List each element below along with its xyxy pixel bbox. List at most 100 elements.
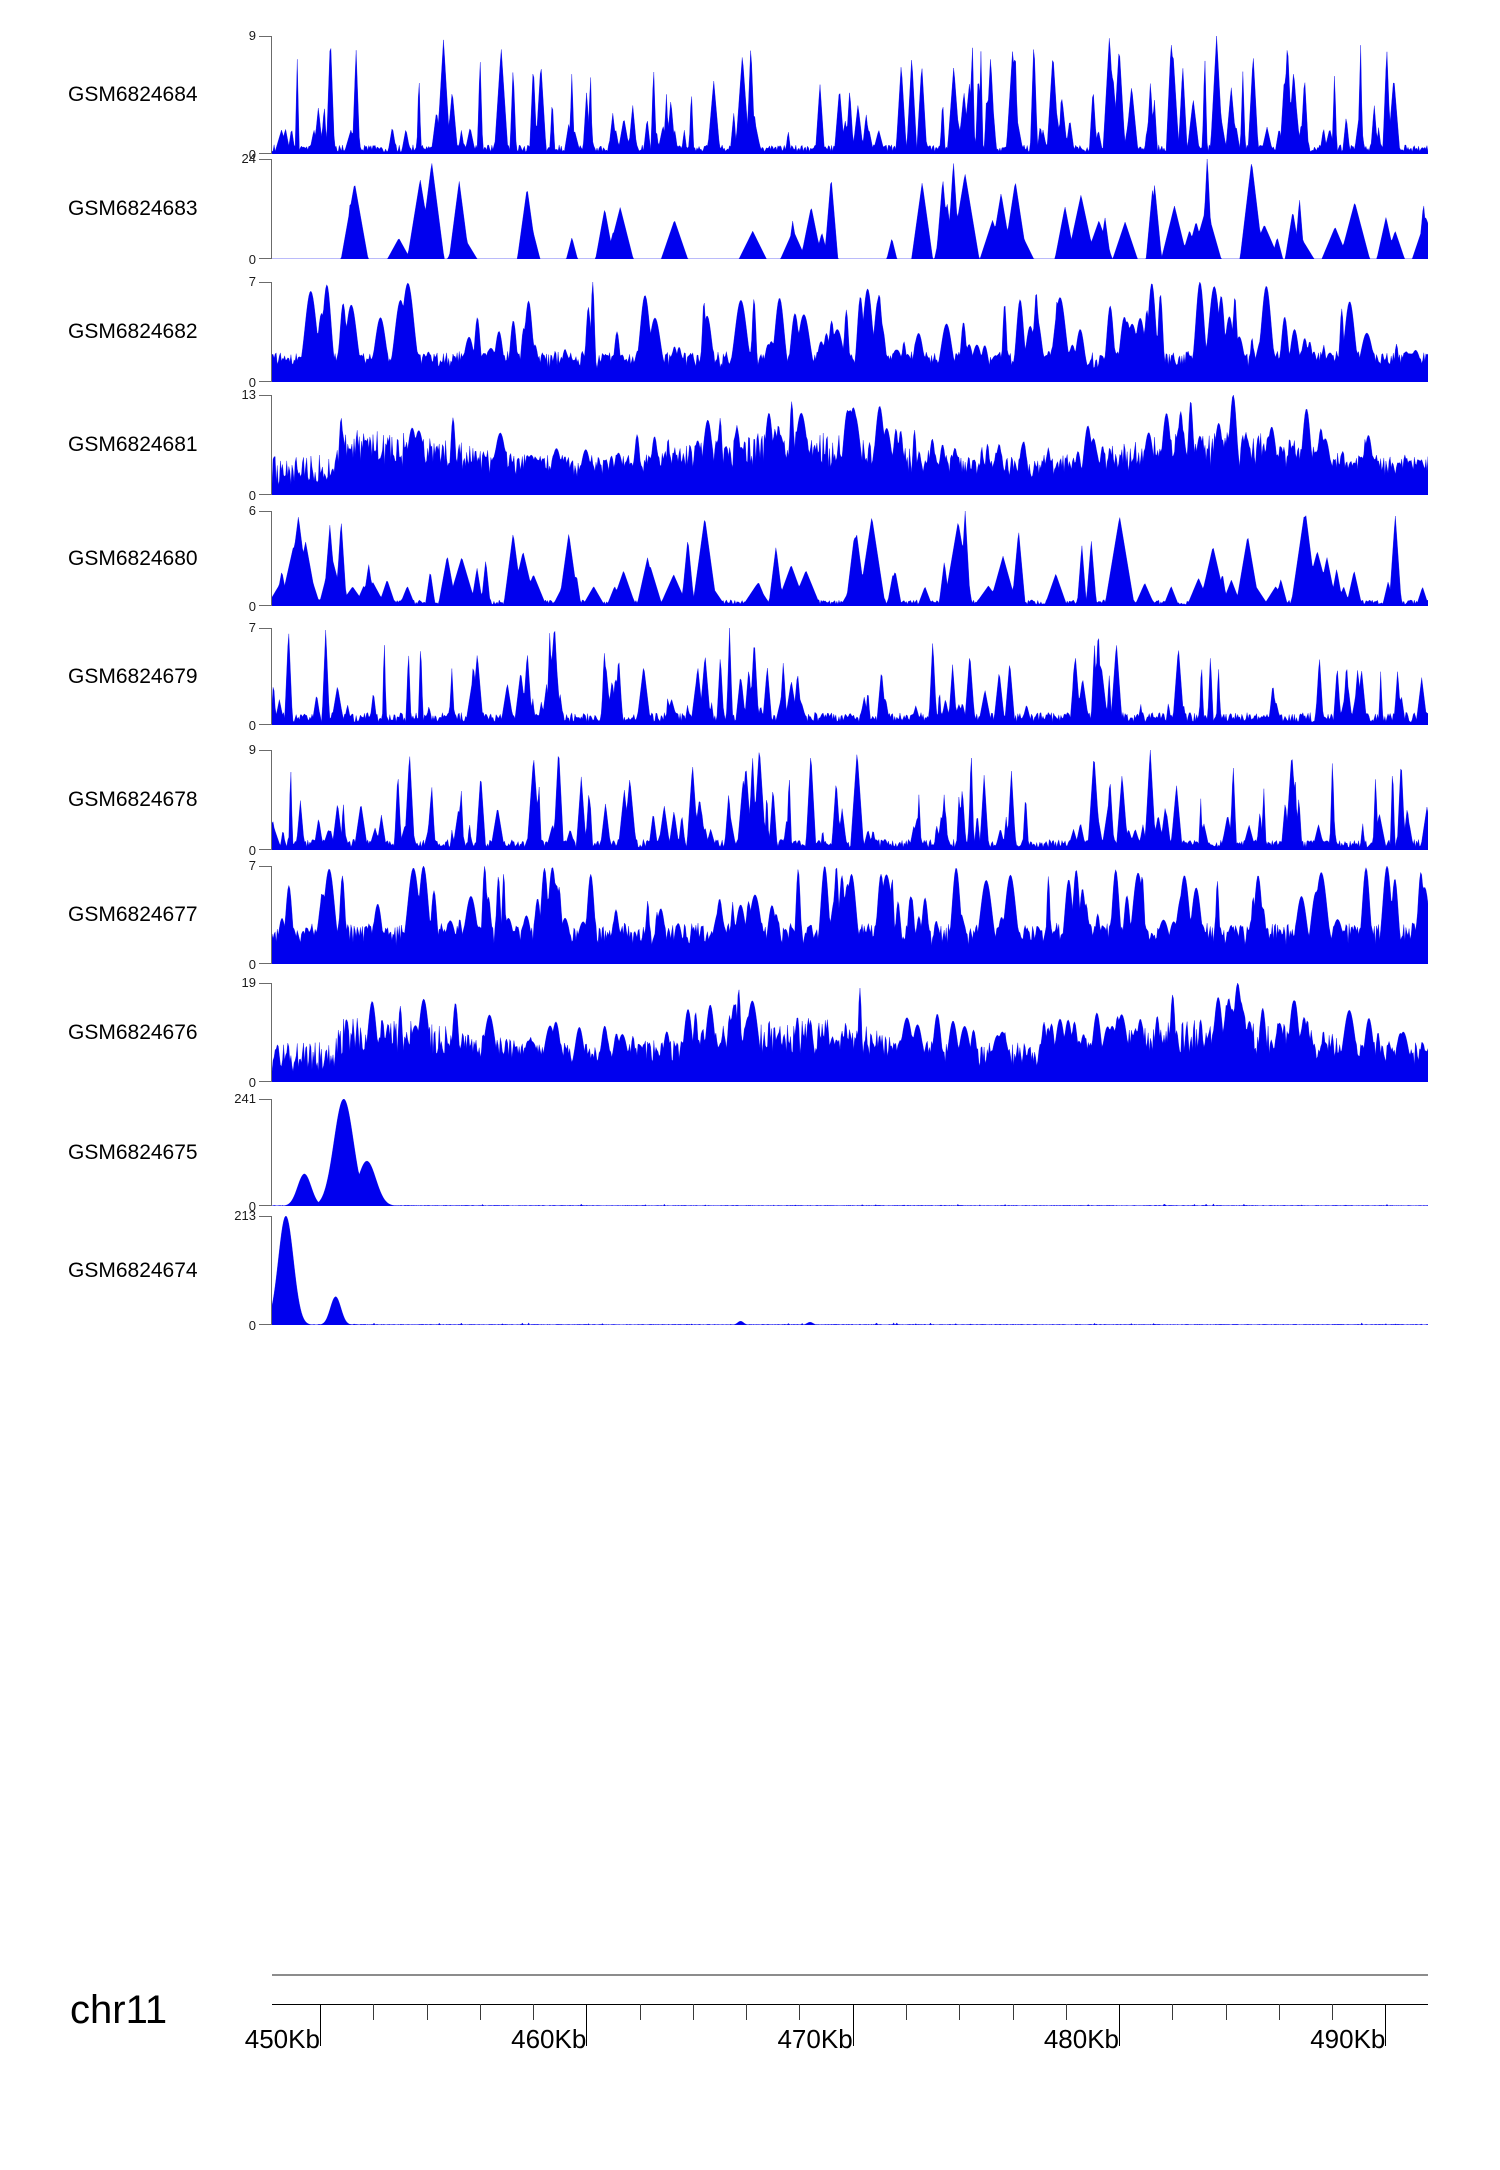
ruler-tick-label: 470Kb [777, 2024, 853, 2054]
y-axis-min-tick [259, 1205, 272, 1206]
coverage-plot[interactable] [272, 1216, 1428, 1325]
y-axis-min-label: 0 [248, 599, 256, 614]
ruler-minor-tick [799, 2004, 801, 2020]
y-axis-line [271, 1099, 272, 1206]
coverage-area-path [272, 395, 1428, 495]
coverage-area-path [272, 750, 1428, 850]
y-axis-line [271, 866, 272, 964]
ruler-minor-tick [1172, 2004, 1174, 2020]
y-axis-line [271, 159, 272, 259]
y-axis-max-label: 241 [234, 1091, 256, 1106]
y-axis-max-label: 7 [248, 858, 256, 873]
coverage-track[interactable]: GSM6824678 9 0 [0, 742, 1500, 858]
track-y-axis: 13 0 [205, 388, 272, 502]
y-axis-min-label: 0 [248, 1318, 256, 1333]
coverage-area-svg [272, 511, 1428, 606]
coverage-track[interactable]: GSM6824676 19 0 [0, 975, 1500, 1090]
ruler-tick-label: 450Kb [244, 2024, 320, 2054]
y-axis-max-tick [259, 628, 272, 629]
y-axis-max-label: 24 [241, 151, 256, 166]
coverage-track[interactable]: GSM6824674 213 0 [0, 1208, 1500, 1333]
track-label: GSM6824681 [68, 433, 198, 456]
coverage-track[interactable]: GSM6824682 7 0 [0, 274, 1500, 390]
coverage-area-path [272, 1099, 1428, 1206]
y-axis-max-label: 13 [241, 387, 256, 402]
coverage-area-svg [272, 750, 1428, 850]
coverage-track[interactable]: GSM6824679 7 0 [0, 620, 1500, 733]
coverage-track[interactable]: GSM6824681 13 0 [0, 387, 1500, 503]
coverage-area-svg [272, 1099, 1428, 1206]
y-axis-max-label: 213 [234, 1208, 256, 1223]
y-axis-max-tick [259, 395, 272, 396]
coverage-area-svg [272, 628, 1428, 725]
ruler-major-tick [586, 2004, 588, 2046]
coverage-plot[interactable] [272, 628, 1428, 725]
track-label: GSM6824678 [68, 788, 198, 811]
coverage-plot[interactable] [272, 36, 1428, 154]
y-axis-max-tick [259, 1216, 272, 1217]
coverage-area-svg [272, 36, 1428, 154]
ruler-tick-label: 480Kb [1043, 2024, 1120, 2054]
coverage-plot[interactable] [272, 159, 1428, 259]
track-label: GSM6824680 [68, 546, 198, 570]
coverage-plot[interactable] [272, 511, 1428, 606]
coverage-plot[interactable] [272, 395, 1428, 495]
ruler-tick-label: 460Kb [511, 2024, 587, 2054]
coverage-area-svg [272, 983, 1428, 1082]
ruler-major-tick [1119, 2004, 1120, 2046]
track-label-cell: GSM6824682 [0, 274, 205, 390]
ruler-minor-tick [533, 2004, 534, 2020]
ruler-minor-tick [692, 2004, 694, 2020]
track-label-cell: GSM6824676 [0, 975, 205, 1090]
y-axis-line [271, 36, 272, 154]
coverage-plot[interactable] [272, 1099, 1428, 1206]
coverage-area-svg [272, 866, 1428, 964]
coverage-area-path [272, 282, 1428, 382]
y-axis-min-label: 0 [248, 718, 256, 733]
y-axis-max-label: 9 [248, 742, 256, 757]
coverage-plot[interactable] [272, 282, 1428, 382]
track-label-cell: GSM6824683 [0, 151, 205, 267]
y-axis-min-label: 0 [248, 375, 256, 390]
coverage-track[interactable]: GSM6824680 6 0 [0, 503, 1500, 614]
y-axis-min-tick [259, 605, 272, 606]
coverage-plot[interactable] [272, 983, 1428, 1082]
coverage-track[interactable]: GSM6824677 7 0 [0, 858, 1500, 972]
track-label: GSM6824677 [68, 903, 198, 926]
coverage-track[interactable]: GSM6824675 241 0 [0, 1091, 1500, 1214]
coverage-plot[interactable] [272, 866, 1428, 964]
ruler-axis-line [272, 2004, 1428, 2005]
y-axis-max-tick [259, 1099, 272, 1100]
coverage-area-svg [272, 282, 1428, 382]
y-axis-line [271, 983, 272, 1082]
coverage-area-svg [272, 159, 1428, 259]
coverage-area-svg [272, 395, 1428, 495]
ruler-major-tick [1385, 2004, 1387, 2046]
ruler-minor-tick [639, 2004, 641, 2020]
coverage-track[interactable]: GSM6824684 9 0 [0, 28, 1500, 162]
coverage-area-path [272, 159, 1428, 259]
ruler-minor-tick [905, 2004, 907, 2020]
ruler-scale[interactable]: 450Kb 460Kb 470Kb 480Kb 490Kb [245, 1960, 1500, 2120]
y-axis-line [271, 511, 272, 606]
coverage-plot[interactable] [272, 750, 1428, 850]
track-label-cell: GSM6824684 [0, 28, 205, 162]
ruler-chromosome-bar [272, 1974, 1428, 1976]
coverage-track[interactable]: GSM6824683 24 0 [0, 151, 1500, 267]
y-axis-min-label: 0 [248, 843, 256, 858]
track-label: GSM6824676 [68, 1020, 198, 1044]
ruler-minor-tick [479, 2004, 481, 2020]
chromosome-label: chr11 [70, 1988, 168, 2032]
track-label-cell: GSM6824678 [0, 742, 205, 858]
y-axis-min-label: 0 [248, 488, 256, 503]
chromosome-label-cell: chr11 [0, 1960, 272, 2033]
track-label: GSM6824679 [68, 664, 198, 688]
y-axis-line [271, 750, 272, 850]
y-axis-line [271, 628, 272, 725]
coverage-area-path [272, 628, 1428, 725]
